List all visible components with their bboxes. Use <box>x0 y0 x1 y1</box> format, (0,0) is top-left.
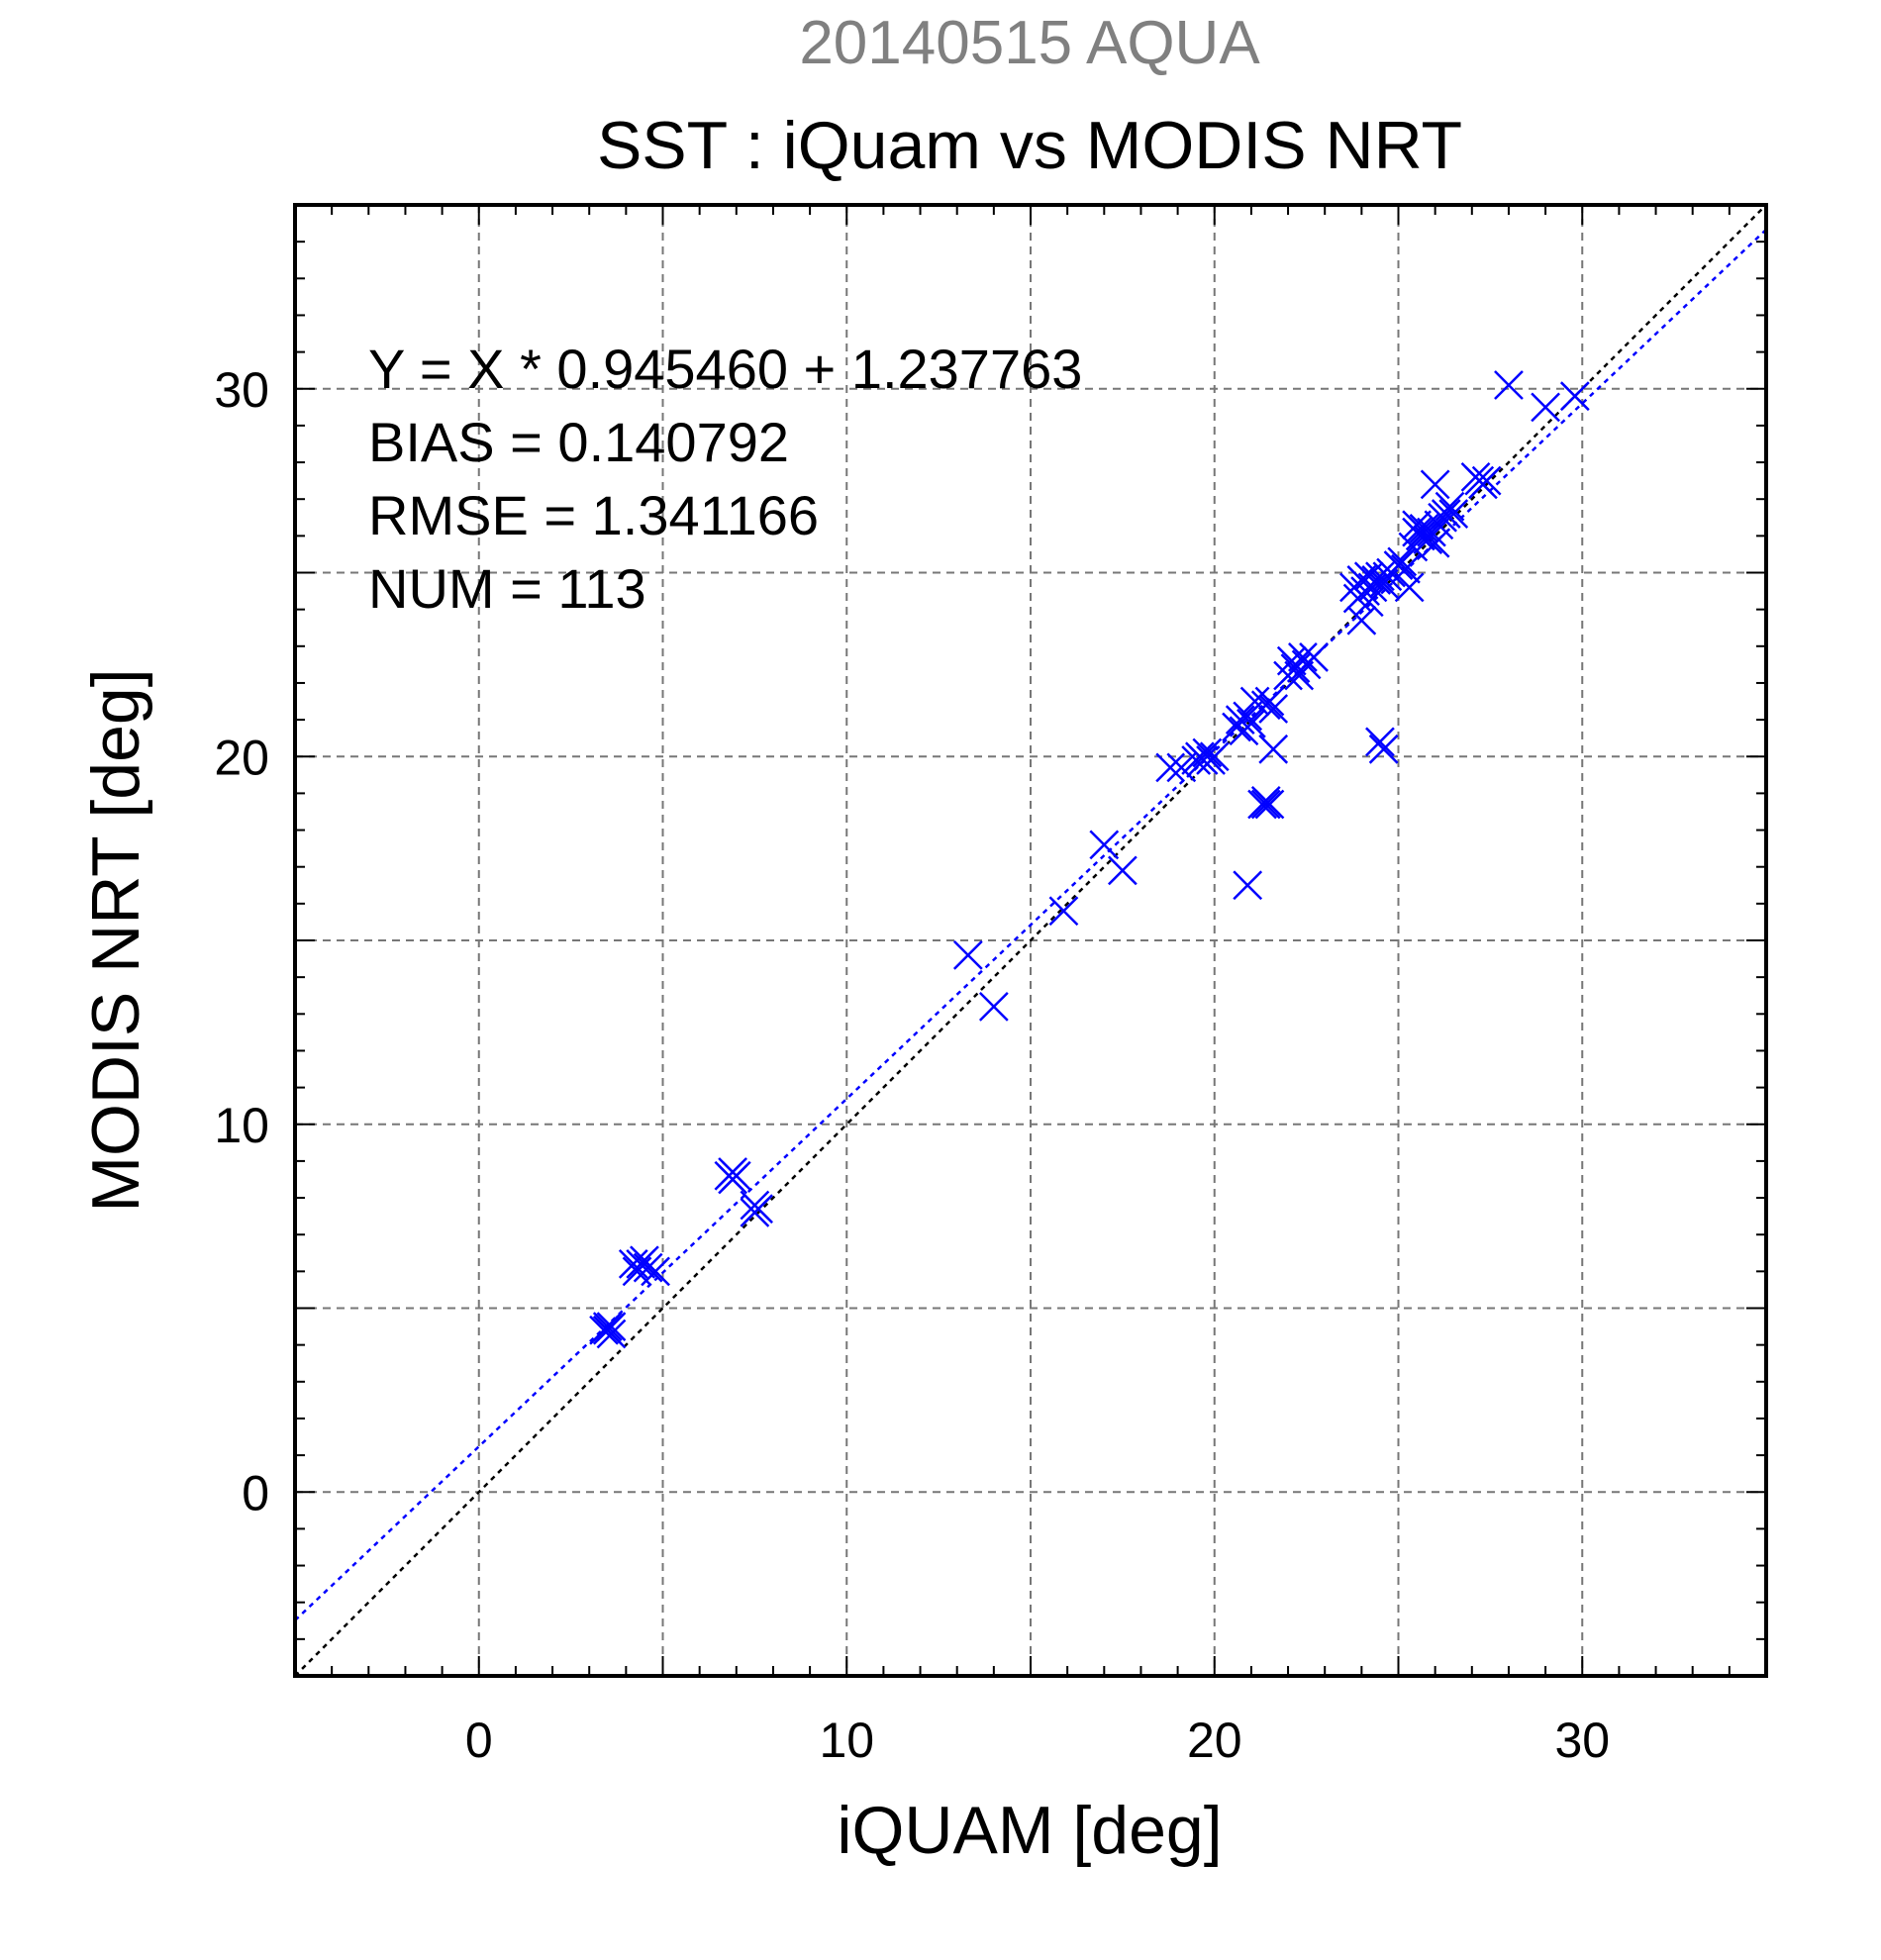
data-point <box>978 991 1009 1022</box>
data-point <box>1258 694 1289 724</box>
chart-supertitle: 20140515 AQUA <box>799 9 1260 77</box>
data-point <box>1353 587 1384 618</box>
chart-title: SST : iQuam vs MODIS NRT <box>597 108 1462 183</box>
data-point <box>1048 896 1079 927</box>
data-point <box>1405 521 1436 551</box>
stat-num: NUM = 113 <box>368 557 646 620</box>
data-point <box>1233 701 1263 732</box>
stat-regression-equation: Y = X * 0.945460 + 1.237763 <box>368 338 1082 400</box>
data-point <box>1250 789 1281 820</box>
x-tick-label: 10 <box>819 1713 874 1768</box>
data-point <box>596 1312 627 1341</box>
data-point <box>1089 830 1120 860</box>
data-point <box>1559 381 1590 412</box>
data-point <box>1365 561 1395 592</box>
data-point <box>633 1252 663 1283</box>
data-point <box>1531 392 1560 423</box>
data-point <box>1166 752 1197 783</box>
y-tick-label: 10 <box>214 1098 269 1153</box>
x-tick-label: 20 <box>1187 1713 1242 1768</box>
data-point <box>596 1319 627 1349</box>
data-point <box>1192 737 1223 768</box>
data-point <box>589 1315 619 1345</box>
data-point <box>1288 642 1318 672</box>
stats-box: Y = X * 0.945460 + 1.237763 BIAS = 0.140… <box>368 338 1082 620</box>
x-tick-label: 0 <box>465 1713 493 1768</box>
data-point <box>641 1256 670 1287</box>
data-point <box>952 939 983 970</box>
data-point <box>1199 741 1230 772</box>
data-point <box>1239 686 1270 717</box>
data-point <box>1431 499 1461 529</box>
x-axis-label: iQUAM [deg] <box>837 1793 1222 1868</box>
data-point <box>1233 870 1263 901</box>
data-point <box>1413 525 1443 554</box>
y-tick-label: 0 <box>242 1465 269 1520</box>
plot-frame <box>293 203 1768 1678</box>
data-point <box>1258 734 1289 764</box>
stat-bias: BIAS = 0.140792 <box>368 411 789 473</box>
data-point <box>1387 546 1418 577</box>
data-point <box>1435 491 1465 522</box>
data-point <box>1299 642 1329 672</box>
y-tick-label: 20 <box>214 730 269 785</box>
data-point <box>1346 605 1377 636</box>
y-axis-label: MODIS NRT [deg] <box>78 668 153 1212</box>
data-point <box>1394 572 1425 603</box>
identity-line <box>295 205 1766 1676</box>
stat-rmse: RMSE = 1.341166 <box>368 484 819 546</box>
y-tick-label: 30 <box>214 362 269 418</box>
data-points <box>589 370 1590 1349</box>
data-point <box>1254 789 1285 820</box>
data-point <box>1107 855 1138 886</box>
tick-labels: 0 10 20 30 0 10 20 30 <box>214 362 1610 1768</box>
data-point <box>1365 727 1395 757</box>
data-point <box>1254 686 1285 717</box>
regression-fit-line <box>295 229 1766 1621</box>
data-point <box>1420 469 1450 500</box>
data-point <box>1155 752 1186 783</box>
data-point <box>1438 499 1469 529</box>
data-point <box>718 1157 747 1187</box>
data-point <box>626 1249 656 1279</box>
data-point <box>1188 745 1219 775</box>
data-point <box>1494 370 1524 400</box>
data-point <box>1402 510 1432 540</box>
data-point <box>1225 705 1255 735</box>
data-point <box>1391 553 1421 584</box>
data-point <box>1471 465 1502 496</box>
data-point <box>740 1198 770 1227</box>
x-tick-label: 30 <box>1554 1713 1610 1768</box>
data-point <box>1368 734 1399 764</box>
